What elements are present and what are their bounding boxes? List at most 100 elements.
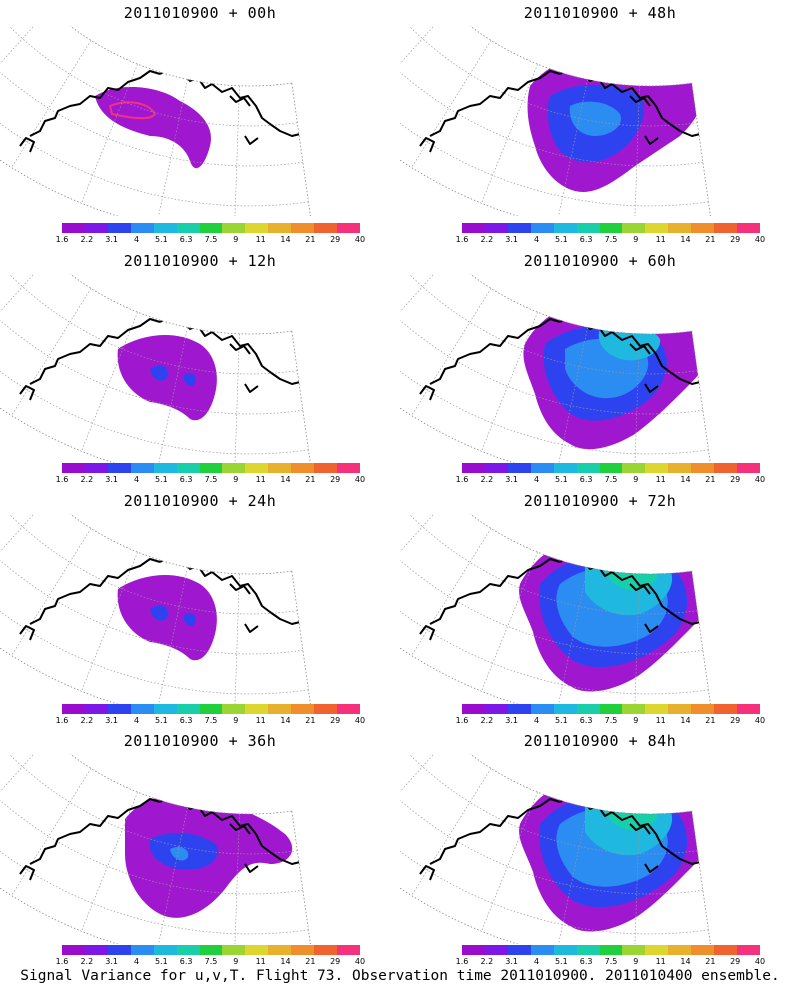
- colorbar-tick-label: 3.1: [505, 716, 519, 725]
- latitude-line: [0, 274, 309, 455]
- latitude-line: [400, 514, 698, 615]
- coastline: [599, 41, 663, 57]
- colorbar-tick-label: 14: [280, 475, 291, 484]
- colorbar-swatch: [337, 463, 360, 473]
- colorbar-tick-label: 7.5: [604, 957, 618, 966]
- colorbar-tick-label: 5.1: [154, 957, 168, 966]
- colorbar-tick-label: 7.5: [604, 716, 618, 725]
- meridian-line: [400, 26, 414, 64]
- meridian-line: [556, 327, 588, 464]
- meridian-line: [481, 792, 538, 932]
- map-content: [0, 514, 313, 704]
- colorbar-tick-label: 11: [655, 475, 666, 484]
- meridian-line: [11, 768, 92, 896]
- colorbar-swatch: [737, 463, 760, 473]
- colorbar-tick-label: 9: [233, 716, 239, 725]
- latitude-line: [400, 274, 709, 455]
- colorbar: [62, 945, 360, 955]
- panel-title: 2011010900 + 84h: [523, 732, 677, 750]
- meridian-line: [0, 754, 14, 792]
- colorbar-swatch: [599, 945, 623, 955]
- colorbar-tick-label: 3.1: [105, 475, 119, 484]
- colorbar-swatch: [691, 463, 715, 473]
- colorbar-tick-label: 1.6: [455, 475, 469, 484]
- colorbar-tick-label: 40: [754, 716, 766, 725]
- latitude-line: [0, 274, 298, 375]
- coastline: [199, 529, 263, 545]
- map: [400, 26, 713, 216]
- meridian-line: [633, 813, 640, 944]
- colorbar-swatch: [291, 945, 315, 955]
- coastline: [244, 383, 259, 393]
- colorbar: [462, 463, 760, 473]
- colorbar-swatch: [222, 704, 246, 714]
- meridian-line: [156, 79, 188, 216]
- colorbar-tick-label: 6.3: [579, 475, 593, 484]
- colorbar-tick-label: 29: [730, 716, 741, 725]
- colorbar-tick-label: 2.2: [480, 716, 494, 725]
- panel-24h: 2011010900 + 24h 1.6 2.2 3.1 4 5.1 6.3 7.5 9 11 1…: [0, 488, 400, 728]
- colorbar-swatch: [222, 945, 246, 955]
- colorbar-swatch: [337, 945, 360, 955]
- latitude-line: [0, 754, 309, 935]
- coastline: [419, 137, 435, 153]
- colorbar-tick-label: 29: [330, 475, 341, 484]
- colorbar-swatch: [84, 463, 108, 473]
- colorbar-ticks: 1.6 2.2 3.1 4 5.1 6.3 7.5 9 11 14 21 29 40: [456, 957, 765, 969]
- colorbar-swatch: [62, 463, 85, 473]
- colorbar-tick-label: 1.6: [455, 235, 469, 244]
- coastline: [229, 343, 251, 355]
- variance-field-contour: [150, 605, 169, 621]
- colorbar-swatch: [714, 704, 738, 714]
- colorbar-swatch: [153, 463, 177, 473]
- colorbar-swatch: [107, 704, 131, 714]
- map: [400, 274, 713, 464]
- colorbar-swatch: [245, 463, 269, 473]
- colorbar-tick-label: 2.2: [480, 475, 494, 484]
- colorbar-swatch: [130, 463, 154, 473]
- colorbar-tick-label: 11: [655, 957, 666, 966]
- coastline: [299, 313, 313, 331]
- colorbar-tick-label: 21: [305, 235, 316, 244]
- map-content: [400, 514, 713, 704]
- meridian-line: [0, 514, 14, 552]
- colorbar-tick-label: 7.5: [204, 475, 218, 484]
- colorbar-tick-label: 3.1: [505, 957, 519, 966]
- meridian-line: [0, 26, 14, 64]
- meridian-line: [81, 312, 138, 452]
- colorbar-ticks: 1.6 2.2 3.1 4 5.1 6.3 7.5 9 11 14 21 29 40: [56, 235, 365, 247]
- colorbar-tick-label: 5.1: [154, 235, 168, 244]
- colorbar-swatch: [645, 463, 669, 473]
- colorbar-swatch: [668, 704, 692, 714]
- latitude-line: [0, 514, 298, 615]
- coastline: [19, 865, 35, 881]
- colorbar-tick-label: 29: [330, 716, 341, 725]
- coastline: [299, 793, 313, 811]
- colorbar-tick-label: 14: [680, 716, 691, 725]
- colorbar-tick-label: 29: [330, 235, 341, 244]
- colorbar-tick-label: 9: [633, 957, 639, 966]
- panel-title: 2011010900 + 00h: [123, 4, 277, 22]
- colorbar: [62, 463, 360, 473]
- panel-60h: 2011010900 + 60h 1.6 2.2 3.1 4 5.1 6.3 7.5 9 11 1…: [400, 248, 800, 488]
- colorbar-tick-label: 9: [233, 235, 239, 244]
- meridian-line: [233, 813, 240, 944]
- colorbar-tick-label: 21: [705, 957, 716, 966]
- meridian-line: [11, 288, 92, 416]
- colorbar-swatch: [507, 463, 531, 473]
- colorbar-swatch: [337, 704, 360, 714]
- meridian-line: [156, 567, 188, 704]
- colorbar-tick-label: 9: [633, 235, 639, 244]
- coastline: [429, 798, 561, 865]
- coastline: [644, 863, 659, 873]
- colorbar-ticks: 1.6 2.2 3.1 4 5.1 6.3 7.5 9 11 14 21 29 40: [456, 475, 765, 487]
- coastline: [19, 625, 35, 641]
- coastline: [699, 793, 713, 811]
- meridian-line: [0, 514, 50, 609]
- colorbar-tick-label: 11: [655, 716, 666, 725]
- meridian-line: [400, 754, 450, 849]
- colorbar-tick-label: 29: [730, 235, 741, 244]
- colorbar-swatch: [691, 945, 715, 955]
- latitude-line: [400, 754, 703, 895]
- colorbar-tick-label: 2.2: [80, 957, 94, 966]
